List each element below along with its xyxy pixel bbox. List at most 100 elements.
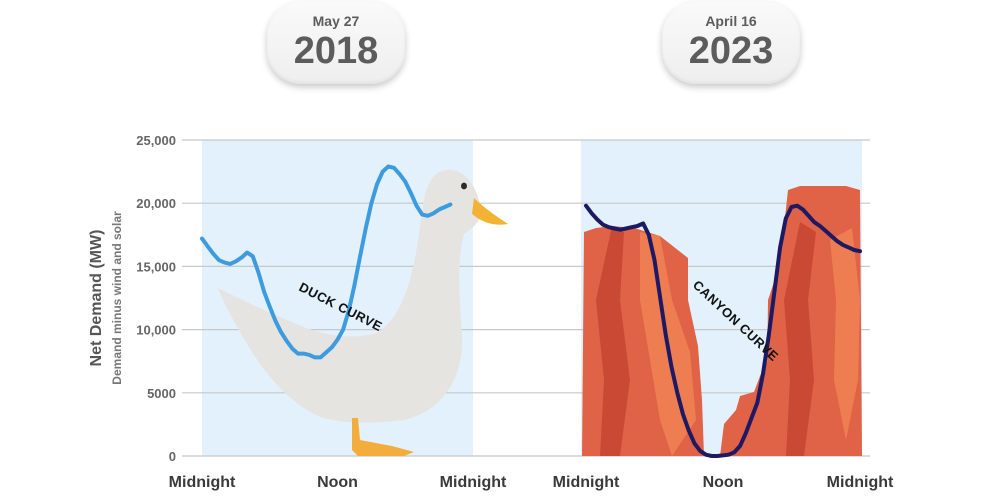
data-point xyxy=(398,172,402,176)
data-point xyxy=(618,228,622,232)
data-point xyxy=(807,214,811,218)
data-point xyxy=(347,309,351,313)
data-point xyxy=(341,328,345,332)
canyon-left-shadow xyxy=(596,226,630,456)
badge-date-label: April 16 xyxy=(705,13,757,29)
badge-date-label: May 27 xyxy=(312,13,360,29)
data-point xyxy=(607,225,611,229)
data-point xyxy=(732,450,737,454)
canyon-right-highlight xyxy=(830,228,860,440)
data-point xyxy=(624,226,628,231)
data-point xyxy=(755,401,759,405)
data-point xyxy=(601,223,605,227)
data-point xyxy=(335,338,340,342)
data-point xyxy=(352,283,356,287)
data-point xyxy=(687,429,691,433)
data-point xyxy=(784,216,788,220)
date-badge-2023: April 16 2023 xyxy=(662,2,800,84)
x-tick-label: Noon xyxy=(703,474,744,491)
y-tick-label: 20,000 xyxy=(136,196,176,211)
data-point xyxy=(812,220,816,224)
y-axis-sublabel: Demand minus wind and solar xyxy=(110,211,124,385)
data-point xyxy=(290,347,294,351)
data-point xyxy=(358,254,362,258)
x-tick-label: Midnight xyxy=(169,474,236,491)
data-point xyxy=(262,290,266,294)
data-point xyxy=(330,345,334,349)
data-point xyxy=(715,454,719,458)
data-point xyxy=(431,211,436,215)
data-point xyxy=(256,271,261,275)
data-point xyxy=(858,249,862,253)
data-point xyxy=(789,205,794,209)
data-point xyxy=(818,224,822,228)
data-point xyxy=(420,213,424,217)
data-point xyxy=(670,365,674,370)
data-point xyxy=(285,339,289,343)
data-point xyxy=(426,214,430,218)
data-point xyxy=(386,164,390,169)
data-point xyxy=(727,453,731,457)
duck-curve-points xyxy=(200,164,452,359)
x-tick-label: Midnight xyxy=(827,474,894,491)
data-point xyxy=(584,204,588,208)
data-point xyxy=(234,259,238,263)
data-point xyxy=(324,350,328,354)
y-tick-label: 10,000 xyxy=(136,323,176,338)
duck-illustration xyxy=(218,169,508,456)
y-tick-label: 5000 xyxy=(147,386,176,401)
data-point xyxy=(704,453,708,457)
y-axis-ticks: 0 5000 10,000 15,000 20,000 25,000 xyxy=(136,133,176,464)
data-point xyxy=(206,244,210,248)
data-point xyxy=(279,330,283,334)
duck-feet xyxy=(352,418,414,456)
canyon-floor-rocks xyxy=(720,360,770,456)
data-point xyxy=(630,225,634,229)
data-point xyxy=(801,207,805,212)
badge-year-label: 2018 xyxy=(293,30,379,72)
data-point xyxy=(590,211,594,215)
data-point xyxy=(211,252,215,256)
data-point xyxy=(414,204,419,208)
data-point xyxy=(698,449,702,453)
data-point xyxy=(847,245,851,249)
data-point xyxy=(296,352,300,356)
data-point xyxy=(761,372,765,376)
data-point xyxy=(778,245,782,249)
data-point xyxy=(852,248,856,252)
data-point xyxy=(319,355,323,359)
data-point xyxy=(375,182,379,186)
data-point xyxy=(829,234,834,238)
data-point xyxy=(409,191,413,195)
data-point xyxy=(364,226,368,231)
data-point xyxy=(392,166,396,170)
y-tick-label: 0 xyxy=(169,449,176,464)
data-point xyxy=(403,180,407,184)
data-point xyxy=(307,353,311,357)
data-point xyxy=(647,233,651,237)
data-point xyxy=(675,391,679,395)
data-point xyxy=(721,453,725,457)
data-point xyxy=(228,262,232,266)
y-tick-label: 25,000 xyxy=(136,133,176,148)
data-point xyxy=(217,258,221,262)
data-point xyxy=(443,205,447,209)
data-point xyxy=(664,334,668,338)
y-tick-label: 15,000 xyxy=(136,259,176,274)
data-point xyxy=(223,261,227,265)
data-point xyxy=(749,416,754,420)
data-point xyxy=(835,239,839,243)
data-point xyxy=(738,444,742,448)
x-tick-label: Midnight xyxy=(553,474,620,491)
data-point xyxy=(437,207,441,212)
data-point xyxy=(245,250,249,255)
data-point xyxy=(710,454,714,458)
data-point xyxy=(595,218,600,222)
data-point xyxy=(824,229,828,233)
date-badge-2018: May 27 2018 xyxy=(267,2,405,84)
x-tick-label: Noon xyxy=(317,474,358,491)
data-point xyxy=(612,226,617,231)
data-point xyxy=(658,296,662,300)
data-point xyxy=(795,204,799,208)
